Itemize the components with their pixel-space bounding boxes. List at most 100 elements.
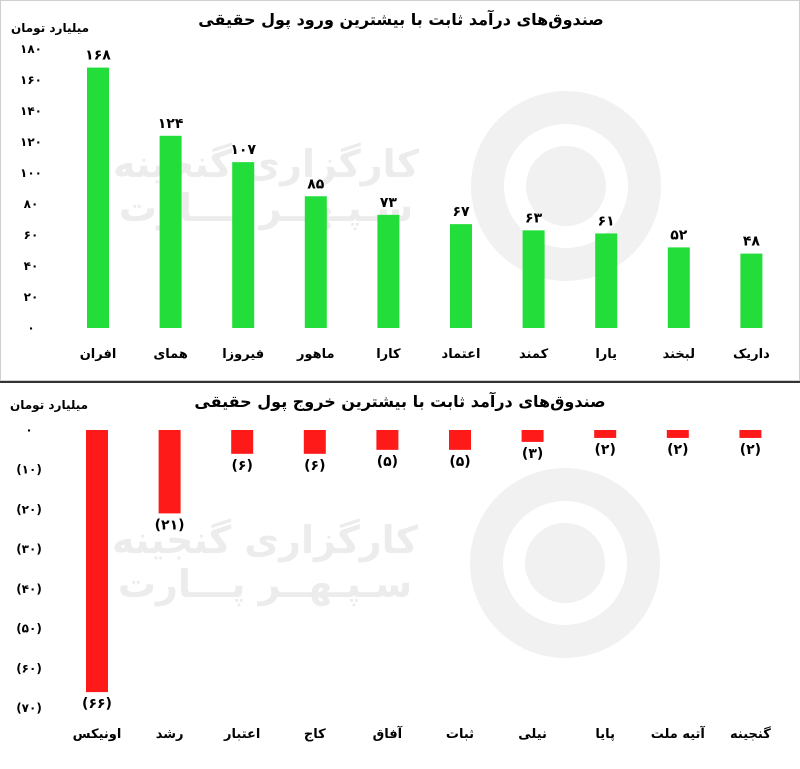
y-axis-ticks: ۰ (۱۰) (۲۰) (۳۰) (۴۰) (۵۰) (۶۰) (۷۰) — [16, 423, 42, 715]
watermark-line-1: کارگزاری گنجینه — [112, 518, 419, 562]
data-label: ۱۲۴ — [158, 116, 184, 132]
bar — [87, 67, 109, 328]
category-label: ثبات — [446, 727, 474, 742]
bar — [667, 247, 690, 328]
y-tick-label: (۳۰) — [16, 542, 42, 556]
data-label: ۷۳ — [380, 195, 398, 211]
y-tick-label: (۲۰) — [16, 502, 42, 516]
category-label: نیلی — [518, 727, 547, 742]
y-axis-unit: میلیارد تومان — [10, 398, 88, 413]
data-label: ۵۲ — [670, 227, 688, 243]
data-labels: ۱۶۸ ۱۲۴ ۱۰۷ ۸۵ ۷۳ ۶۷ ۶۳ ۶۱ ۵۲ ۴۸ — [85, 48, 760, 250]
data-label: (۵) — [449, 454, 470, 470]
category-label: اونیکس — [73, 727, 122, 742]
watermark-emblem — [470, 468, 660, 658]
category-labels: اونیکس رشد اعتبار کاج آفاق ثبات نیلی پایا آتیه م… — [73, 725, 772, 742]
inflow-chart-panel: کارگزاری گنجینه سـپـهــر پـــارت صندوق‌ه… — [0, 0, 800, 381]
y-tick-label: ۸۰ — [24, 197, 39, 211]
y-tick-label: (۵۰) — [16, 622, 42, 636]
bar — [739, 430, 762, 438]
y-tick-label: ۰ — [27, 321, 34, 335]
y-tick-label: ۱۰۰ — [20, 166, 42, 180]
bar — [231, 430, 254, 454]
y-tick-label: (۴۰) — [16, 582, 42, 596]
bar — [522, 230, 545, 328]
watermark-line-1: کارگزاری گنجینه — [113, 142, 420, 186]
bar — [86, 430, 108, 693]
data-label: ۶۷ — [452, 204, 470, 220]
data-label: ۶۱ — [598, 213, 615, 229]
category-label: رشد — [156, 727, 184, 742]
category-label: همای — [153, 347, 188, 362]
data-label: (۲) — [667, 442, 688, 458]
data-label: (۵) — [377, 454, 398, 470]
category-label: آفاق — [373, 725, 403, 742]
data-labels: (۶۶) (۲۱) (۶) (۶) (۵) (۵) (۳) (۲) (۲) (۲) — [82, 442, 761, 712]
data-label: (۳) — [522, 446, 543, 462]
y-tick-label: ۱۲۰ — [20, 135, 42, 149]
data-label: ۴۸ — [743, 234, 761, 250]
watermark: کارگزاری گنجینه سـپـهــر پـــارت — [113, 91, 661, 281]
y-tick-label: (۷۰) — [16, 701, 42, 715]
data-label: ۶۳ — [525, 210, 543, 226]
bar — [450, 224, 472, 328]
bars — [86, 430, 762, 693]
category-labels: افران همای فیروزا ماهور کارا اعتماد کمند یارا لب… — [80, 347, 770, 362]
y-tick-label: ۶۰ — [24, 228, 39, 242]
watermark: کارگزاری گنجینه سـپـهــر پـــارت — [112, 468, 660, 658]
watermark-line-2: سـپـهــر پـــارت — [118, 562, 412, 606]
bar — [594, 430, 617, 438]
data-label: ۱۶۸ — [85, 48, 111, 64]
outflow-chart-panel: کارگزاری گنجینه سـپـهــر پـــارت صندوق‌ه… — [0, 383, 800, 765]
data-label: (۲) — [740, 442, 761, 458]
y-tick-label: (۶۰) — [16, 661, 42, 675]
bars — [87, 67, 763, 328]
data-label: ۱۰۷ — [230, 142, 256, 158]
y-axis-ticks: ۰ ۲۰ ۴۰ ۶۰ ۸۰ ۱۰۰ ۱۲۰ ۱۴۰ ۱۶۰ ۱۸۰ — [20, 42, 42, 335]
y-tick-label: ۴۰ — [24, 259, 39, 273]
bar — [595, 233, 618, 328]
y-tick-label: ۰ — [25, 423, 32, 437]
category-label: لبخند — [663, 347, 695, 362]
panel-divider — [0, 381, 800, 383]
category-label: ماهور — [296, 347, 335, 362]
category-label: اعتماد — [442, 347, 481, 362]
category-label: فیروزا — [222, 347, 264, 362]
y-tick-label: ۱۸۰ — [20, 42, 42, 56]
bar — [158, 430, 181, 514]
y-axis-unit: میلیارد تومان — [11, 21, 89, 36]
y-tick-label: (۱۰) — [16, 463, 42, 477]
y-tick-label: ۱۶۰ — [20, 73, 42, 87]
category-label: یارا — [595, 347, 617, 362]
watermark-emblem — [471, 91, 661, 281]
y-tick-label: ۲۰ — [24, 290, 39, 304]
bar — [377, 214, 400, 328]
bar — [449, 430, 471, 450]
y-tick-label: ۱۴۰ — [20, 104, 42, 118]
category-label: پایا — [595, 727, 615, 742]
bar — [740, 253, 763, 328]
data-label: ۸۵ — [307, 176, 325, 192]
bar — [159, 135, 182, 328]
category-label: آتیه ملت — [651, 725, 706, 742]
data-label: (۲۱) — [155, 517, 185, 533]
category-label: کاج — [304, 727, 326, 742]
category-label: اعتبار — [223, 727, 260, 742]
category-label: گنجینه — [730, 726, 771, 742]
category-label: کارا — [376, 347, 401, 362]
bar — [232, 162, 255, 328]
inflow-chart: کارگزاری گنجینه سـپـهــر پـــارت صندوق‌ه… — [11, 9, 770, 362]
data-label: (۲) — [595, 442, 616, 458]
data-label: (۶) — [232, 458, 253, 474]
chart-title: صندوق‌های درآمد ثابت با بیشترین خروج پول… — [194, 391, 605, 412]
data-label: (۶۶) — [82, 696, 112, 712]
bar — [376, 430, 399, 450]
chart-title: صندوق‌های درآمد ثابت با بیشترین ورود پول… — [198, 9, 604, 30]
bar — [521, 430, 544, 442]
data-label: (۶) — [304, 458, 325, 474]
category-label: داریک — [733, 347, 770, 362]
bar — [303, 430, 326, 454]
bar — [666, 430, 689, 438]
outflow-chart: کارگزاری گنجینه سـپـهــر پـــارت صندوق‌ه… — [10, 391, 772, 742]
bar — [304, 196, 327, 328]
